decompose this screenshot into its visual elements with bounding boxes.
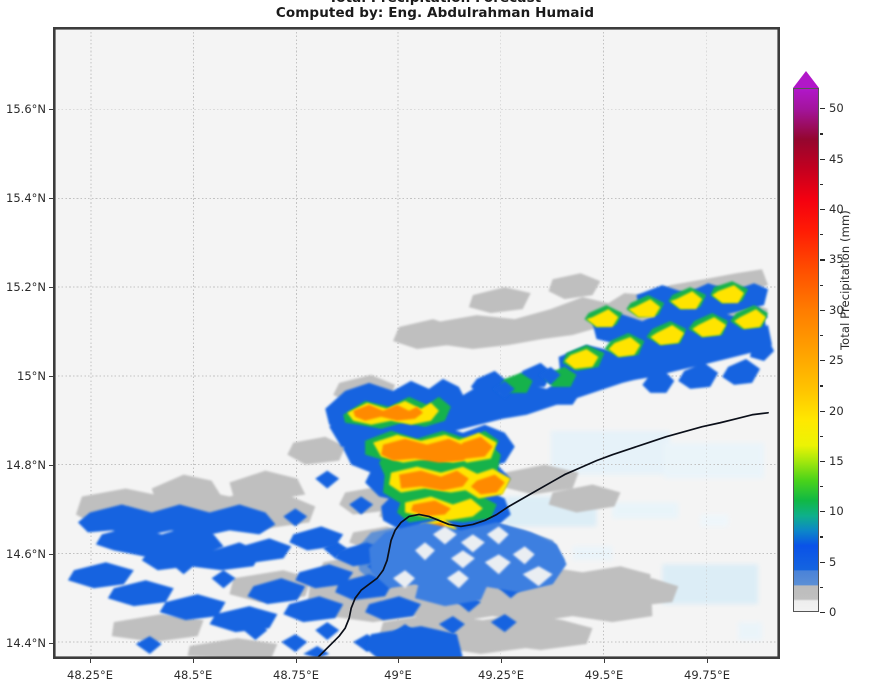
bottom-blue-patch [365,626,463,658]
figure-title-line-1: Total Precipitation Forecast [0,0,870,6]
cbtick-minor-3 [820,234,823,236]
cbtick-25 [820,360,825,362]
cbtick-10 [820,511,825,513]
cblabel-25: 25 [829,353,844,368]
ytick-mark-6 [49,643,53,645]
ytick-label-0: 15.6°N [6,102,46,116]
ytick-label-1: 15.4°N [6,191,46,205]
ytick-mark-4 [49,465,53,467]
ytick-label-5: 14.6°N [6,547,46,561]
ytick-label-3: 15°N [17,369,46,383]
cblabel-30: 30 [829,302,844,317]
cbtick-minor-8 [820,486,823,488]
ytick-mark-1 [49,198,53,200]
cblabel-50: 50 [829,101,844,116]
cbtick-minor-1 [820,133,823,135]
cbtick-0 [820,612,825,614]
cbtick-15 [820,460,825,463]
ytick-label-2: 15.2°N [6,280,46,294]
xtick-mark-3 [398,659,400,663]
coastline [316,411,769,658]
cbtick-40 [820,209,825,211]
figure-title-line-2: Computed by: Eng. Abdulrahman Humaid [275,5,595,21]
cblabel-35: 35 [829,252,844,267]
xtick-label-5: 49.5°E [584,668,624,682]
cblabel-15: 15 [829,453,844,468]
xtick-label-3: 49°E [384,668,412,682]
ytick-mark-3 [49,376,53,378]
cbtick-minor-2 [820,183,823,186]
xtick-mark-5 [604,659,606,663]
colorbar: 50 45 40 35 30 25 20 15 10 5 0 [793,71,844,619]
ytick-mark-2 [49,287,53,289]
cbtick-minor-7 [820,435,823,437]
figure-title: Total Precipitation Forecast Computed by… [0,0,870,21]
ytick-label-6: 14.4°N [6,636,46,650]
xtick-label-4: 49.25°E [478,668,524,682]
xtick-mark-4 [501,659,503,663]
cblabel-5: 5 [829,554,837,569]
xtick-label-6: 49.75°E [684,668,730,682]
cbtick-minor-5 [820,334,823,337]
precipitation-map-canvas [54,28,779,658]
ytick-label-4: 14.8°N [6,458,46,472]
cblabel-10: 10 [829,504,844,519]
colorbar-gradient [793,88,819,612]
cbtick-35 [820,259,825,261]
cbtick-45 [820,158,825,160]
xtick-mark-0 [90,659,92,663]
cbtick-30 [820,309,825,311]
xtick-mark-6 [707,659,709,663]
cbtick-minor-4 [820,284,823,286]
cbtick-50 [820,108,825,110]
cbtick-20 [820,410,825,412]
colorbar-extend-arrow [793,71,819,88]
ytick-mark-0 [49,109,53,111]
cblabel-0: 0 [829,605,837,619]
map-plot-area [53,27,780,659]
cbtick-minor-6 [820,385,823,387]
xtick-label-1: 48.5°E [173,668,213,682]
xtick-label-0: 48.25°E [67,668,113,682]
cbtick-minor-9 [820,536,823,538]
cblabel-20: 20 [829,403,844,418]
xtick-label-2: 48.75°E [273,668,319,682]
cblabel-40: 40 [829,202,844,216]
cbtick-5 [820,561,825,563]
xtick-mark-2 [296,659,298,663]
xtick-mark-1 [193,659,195,663]
cblabel-45: 45 [829,151,844,166]
colorbar-title: Total Precipitation (mm) [838,210,852,350]
cbtick-minor-10 [820,586,823,589]
ytick-mark-5 [49,554,53,556]
